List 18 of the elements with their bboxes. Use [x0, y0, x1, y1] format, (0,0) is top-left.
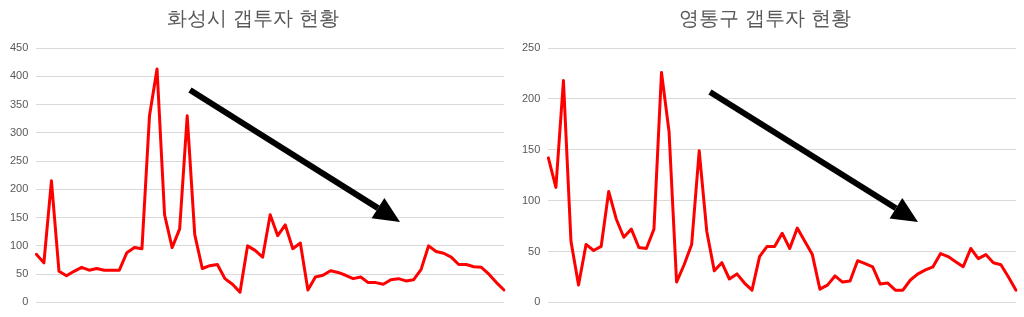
- y-tick-label: 150: [9, 210, 29, 223]
- y-tick-label: 250: [9, 154, 29, 167]
- chart-title: 화성시 갭투자 현황: [166, 6, 340, 31]
- y-tick-label: 50: [528, 244, 541, 257]
- y-tick-label: 150: [521, 142, 541, 155]
- y-tick-label: 250: [521, 41, 541, 54]
- y-tick-label: 450: [9, 41, 29, 54]
- y-tick-label: 0: [534, 295, 541, 308]
- y-tick-label: 100: [9, 238, 29, 251]
- chart-title: 영통구 갭투자 현황: [678, 6, 852, 31]
- y-tick-label: 200: [9, 182, 29, 195]
- y-tick-label: 400: [9, 69, 29, 82]
- y-tick-label: 100: [521, 193, 541, 206]
- y-tick-label: 0: [22, 295, 29, 308]
- y-tick-label: 300: [9, 125, 29, 138]
- y-tick-label: 50: [16, 267, 29, 280]
- y-tick-label: 350: [9, 97, 29, 110]
- y-tick-label: 200: [521, 91, 541, 104]
